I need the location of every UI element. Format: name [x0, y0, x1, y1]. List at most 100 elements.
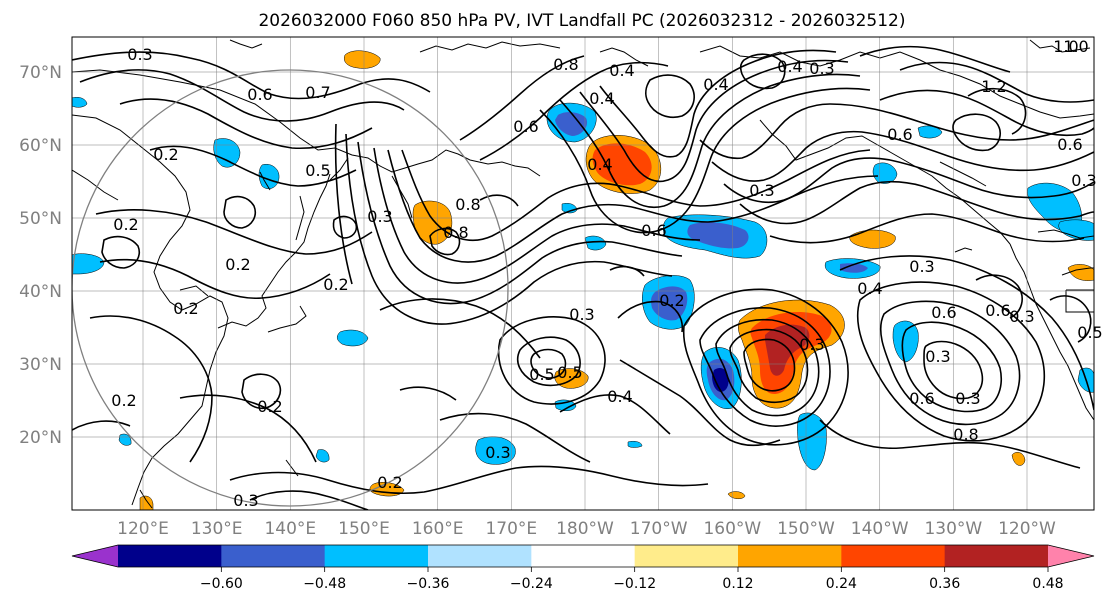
contour-label: 0.8 [553, 55, 578, 74]
contour-label: 0.4 [607, 387, 632, 406]
contour-label: 1.0 [1063, 37, 1088, 56]
contour-label: 0.5 [529, 365, 554, 384]
contour-label: 0.5 [557, 363, 582, 382]
colorbar-segment [944, 545, 1049, 567]
contour-label: 0.3 [233, 491, 258, 510]
colorbar-segment [324, 545, 429, 567]
longitude-label: 160°E [412, 519, 464, 539]
contour-label: 0.8 [455, 195, 480, 214]
latitude-label: 20°N [19, 428, 62, 448]
contour-label: 0.8 [443, 223, 468, 242]
contour-label: 0.2 [225, 255, 250, 274]
contour-label: 0.6 [887, 125, 912, 144]
colorbar-tick-label: 0.24 [826, 576, 857, 592]
contour-label: 0.4 [857, 279, 882, 298]
colorbar-outline [71, 544, 1095, 568]
colorbar-tick-label: 0.12 [722, 576, 753, 592]
longitude-label: 150°W [777, 519, 835, 539]
contour-label: 0.3 [1009, 307, 1034, 326]
colorbar-tick-label: −0.48 [303, 576, 346, 592]
longitude-label: 120°E [117, 519, 169, 539]
latitude-label: 30°N [19, 355, 62, 375]
contour-label: 0.2 [323, 275, 348, 294]
latitude-label: 60°N [19, 136, 62, 156]
contour-label: 0.6 [513, 117, 538, 136]
contour-label: 0.6 [247, 85, 272, 104]
colorbar-tick-label: −0.60 [200, 576, 243, 592]
shaded-anomaly-field [72, 50, 1094, 510]
contour-label: 0.7 [305, 83, 330, 102]
longitude-label: 150°E [338, 519, 390, 539]
latitude-label: 70°N [19, 63, 62, 83]
contour-label: 0.2 [257, 397, 282, 416]
coastlines [72, 39, 1094, 509]
pv-contours [72, 45, 1094, 510]
contour-label: 0.4 [777, 57, 802, 76]
contour-label: 0.6 [641, 221, 666, 240]
figure-title: 2026032000 F060 850 hPa PV, IVT Landfall… [258, 11, 905, 31]
contour-label: 0.2 [153, 145, 178, 164]
contour-label: 0.4 [587, 155, 612, 174]
longitude-label: 120°W [998, 519, 1056, 539]
contour-label: 0.3 [569, 305, 594, 324]
colorbar-segment [221, 545, 326, 567]
longitude-label: 170°W [630, 519, 688, 539]
contour-label: 1.2 [981, 77, 1006, 96]
contour-label: 0.4 [703, 75, 728, 94]
longitude-label: 140°E [264, 519, 316, 539]
contour-label: 0.3 [909, 257, 934, 276]
contour-label: 0.6 [1057, 135, 1082, 154]
colorbar-extend-low [72, 545, 118, 567]
contour-label: 0.2 [377, 473, 402, 492]
graticule [72, 37, 1094, 510]
contour-labels: 1.00.40.30.8 0.4 0.30.6 0.70.20.50.30.60.50… [111, 37, 1102, 510]
contour-label: 0.5 [1077, 323, 1102, 342]
latitude-label: 50°N [19, 209, 62, 229]
contour-label: 0.8 [953, 425, 978, 444]
colorbar-tick-label: −0.12 [613, 576, 656, 592]
longitude-label: 130°W [924, 519, 982, 539]
colorbar-segment [531, 545, 636, 567]
colorbar-segment [634, 545, 739, 567]
longitude-label: 170°E [485, 519, 537, 539]
contour-label: 0.2 [173, 299, 198, 318]
colorbar-segment [841, 545, 946, 567]
contour-label: 0.3 [127, 45, 152, 64]
contour-label: 0.3 [367, 207, 392, 226]
contour-label: 1.0 [1053, 37, 1078, 56]
contour-label: 0.2 [113, 215, 138, 234]
contour-label: 0.3 [1071, 171, 1096, 190]
latitude-labels: 70°N 60°N 50°N 40°N 30°N 20°N [19, 63, 62, 448]
colorbar: −0.60 −0.48 −0.36 −0.24 −0.12 0.12 0.24 0.36 0.4… [71, 544, 1095, 592]
contour-label: 0.6 [985, 301, 1010, 320]
colorbar-extend-high [1048, 545, 1094, 567]
contour-label: 0.3 [799, 335, 824, 354]
contour-label: 0.3 [955, 389, 980, 408]
contour-label: 0.3 [809, 59, 834, 78]
contour-label: 0.6 [931, 303, 956, 322]
colorbar-segment [738, 545, 842, 567]
colorbar-segment [428, 545, 532, 567]
colorbar-tick-label: 0.48 [1032, 576, 1063, 592]
map-panel: 1.00.40.30.8 0.4 0.30.6 0.70.20.50.30.60.50… [71, 36, 1103, 511]
colorbar-tick-label: −0.36 [407, 576, 450, 592]
longitude-label: 160°W [703, 519, 761, 539]
colorbar-tick-label: 0.36 [929, 576, 960, 592]
longitude-label: 130°E [191, 519, 243, 539]
colorbar-segment [118, 545, 222, 567]
range-circle [72, 69, 509, 507]
contour-label: 0.2 [111, 391, 136, 410]
contour-label: 0.2 [659, 291, 684, 310]
contour-label: 0.6 [909, 389, 934, 408]
contour-label: 0.4 [589, 89, 614, 108]
contour-label: 0.3 [485, 443, 510, 462]
contour-label: 0.3 [925, 347, 950, 366]
map-frame [71, 36, 1095, 511]
longitude-labels: 120°E 130°E 140°E 150°E 160°E 170°E 180°W 170°W… [117, 519, 1056, 539]
contour-label: 0.3 [749, 181, 774, 200]
contour-label: 0.5 [305, 161, 330, 180]
longitude-label: 180°W [556, 519, 614, 539]
longitude-label: 140°W [851, 519, 909, 539]
latitude-label: 40°N [19, 282, 62, 302]
